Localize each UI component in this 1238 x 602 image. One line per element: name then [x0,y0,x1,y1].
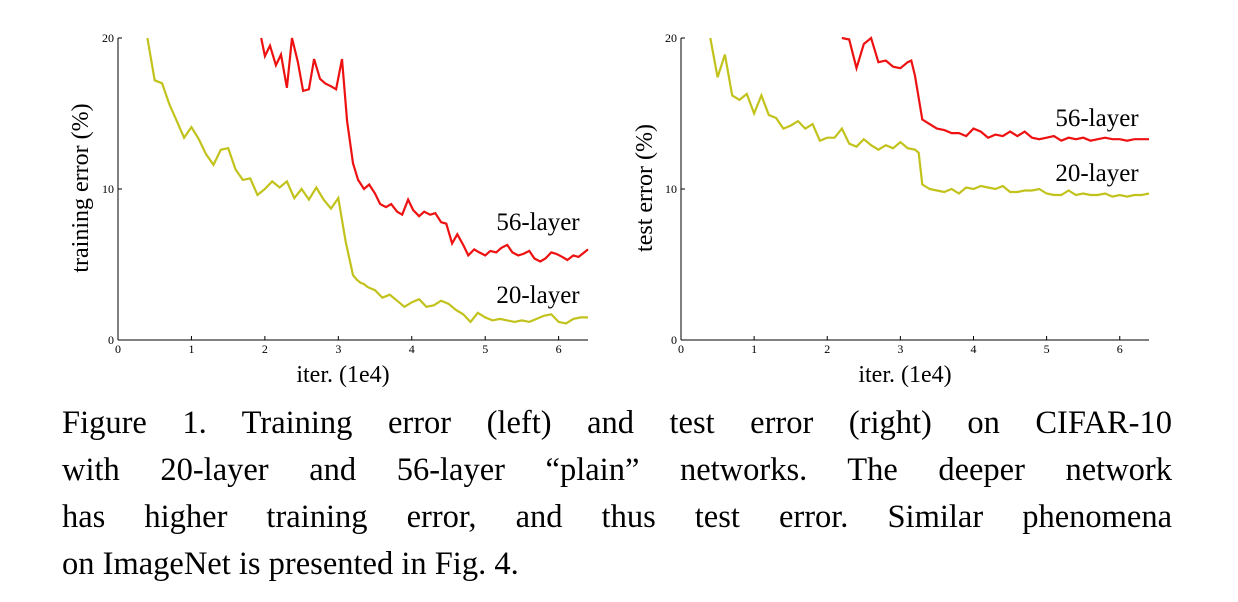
x-tick-label: 4 [409,342,415,356]
x-tick-label: 6 [1117,342,1123,356]
y-axis-title: training error (%) [68,103,94,272]
series-line-20-layer [709,37,1150,198]
series-label-20-layer: 20-layer [496,282,580,309]
x-tick-label: 2 [262,342,268,356]
y-axis-title: test error (%) [632,124,658,252]
y-tick-label: 10 [665,182,677,196]
chart-panel-1: 0 1 2 3 4 5 6 0 10 20 iter. (1e4) training error (%… [68,31,589,388]
y-tick-label: 20 [102,31,114,45]
series-line-56-layer [841,36,1149,142]
series-label-56-layer: 56-layer [496,209,580,236]
x-tick-label: 0 [115,342,121,356]
y-tick-label: 20 [665,31,677,45]
x-axis-title: iter. (1e4) [296,362,389,388]
x-tick-label: 5 [1044,342,1050,356]
figure-caption: Figure 1. Training error (left) and test… [62,400,1172,588]
x-tick-label: 6 [556,342,562,356]
x-axis-title: iter. (1e4) [858,362,951,388]
caption-line-4: on ImageNet is presented in Fig. 4. [62,546,519,582]
caption-line-3: has higher training error, and thus test… [62,499,1172,535]
caption-line-1: Figure 1. Training error (left) and test… [62,405,1172,441]
x-tick-label: 4 [971,342,977,356]
x-tick-label: 1 [188,342,194,356]
x-tick-label: 3 [335,342,341,356]
x-tick-label: 3 [897,342,903,356]
x-tick-label: 5 [482,342,488,356]
series-label-20-layer: 20-layer [1055,160,1139,187]
y-tick-label: 0 [108,333,114,347]
y-tick-label: 10 [102,182,114,196]
y-tick-label: 0 [671,333,677,347]
x-tick-label: 1 [751,342,757,356]
chart-panel-2: 0 1 2 3 4 5 6 0 10 20 iter. (1e4) test error (%) 56-… [632,31,1150,388]
x-tick-label: 0 [678,342,684,356]
series-label-56-layer: 56-layer [1055,105,1139,132]
series-line-56-layer [260,37,589,263]
x-tick-label: 2 [824,342,830,356]
caption-line-2: with 20-layer and 56-layer “plain” netwo… [62,452,1172,488]
series-line-20-layer [146,37,588,325]
